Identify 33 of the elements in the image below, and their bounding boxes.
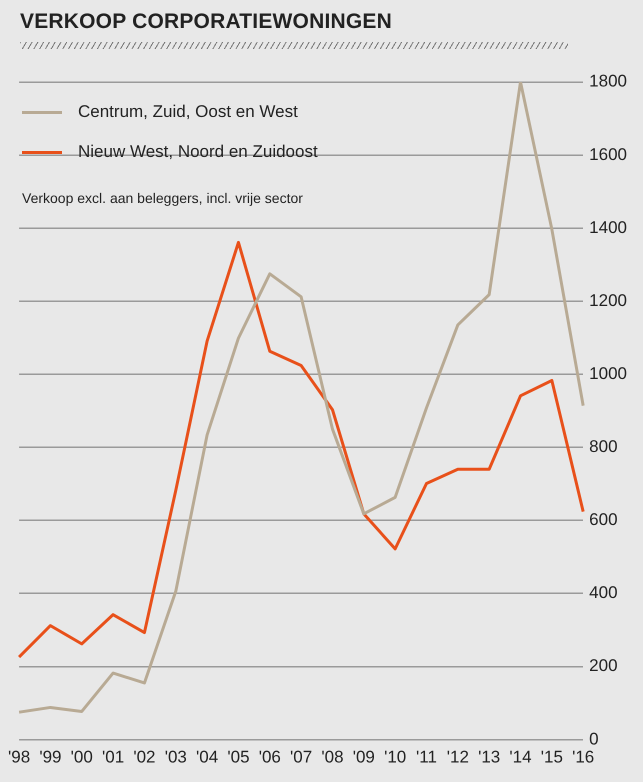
x-tick-label: '16 xyxy=(572,747,594,766)
y-tick-label: 400 xyxy=(589,583,618,602)
y-tick-label: 0 xyxy=(589,729,599,748)
y-tick-label: 1800 xyxy=(589,72,628,91)
x-tick-label: '11 xyxy=(416,747,437,766)
x-tick-label: '12 xyxy=(446,747,469,766)
y-tick-label: 1600 xyxy=(589,144,628,164)
x-tick-label: '03 xyxy=(164,747,187,766)
x-tick-label: '13 xyxy=(478,747,500,766)
chart-title: VERKOOP CORPORATIEWONINGEN xyxy=(20,10,392,34)
x-tick-label: '05 xyxy=(227,747,250,766)
x-tick-label: '10 xyxy=(384,747,406,766)
y-tick-label: 200 xyxy=(589,656,618,676)
x-tick-label: '98 xyxy=(8,747,30,766)
y-tick-label: 1200 xyxy=(589,290,628,310)
x-tick-label: '00 xyxy=(70,747,93,766)
y-tick-label: 800 xyxy=(589,437,618,456)
legend-label: Centrum, Zuid, Oost en West xyxy=(78,102,298,122)
x-tick-label: '99 xyxy=(39,747,62,766)
x-tick-label: '14 xyxy=(509,747,532,766)
x-tick-label: '09 xyxy=(352,747,375,766)
x-tick-label: '01 xyxy=(102,747,124,766)
x-tick-label: '07 xyxy=(290,747,312,766)
legend-label: Nieuw West, Noord en Zuidoost xyxy=(78,142,318,162)
x-tick-label: '06 xyxy=(258,747,281,766)
y-tick-label: 1000 xyxy=(589,364,628,383)
x-tick-label: '02 xyxy=(133,747,156,766)
annotation: Verkoop excl. aan beleggers, incl. vrije sector xyxy=(22,190,303,206)
y-tick-label: 600 xyxy=(589,510,618,530)
x-tick-label: '04 xyxy=(196,747,218,766)
x-tick-label: '08 xyxy=(321,747,344,766)
y-tick-label: 1400 xyxy=(589,218,628,237)
x-tick-label: '15 xyxy=(540,747,563,766)
